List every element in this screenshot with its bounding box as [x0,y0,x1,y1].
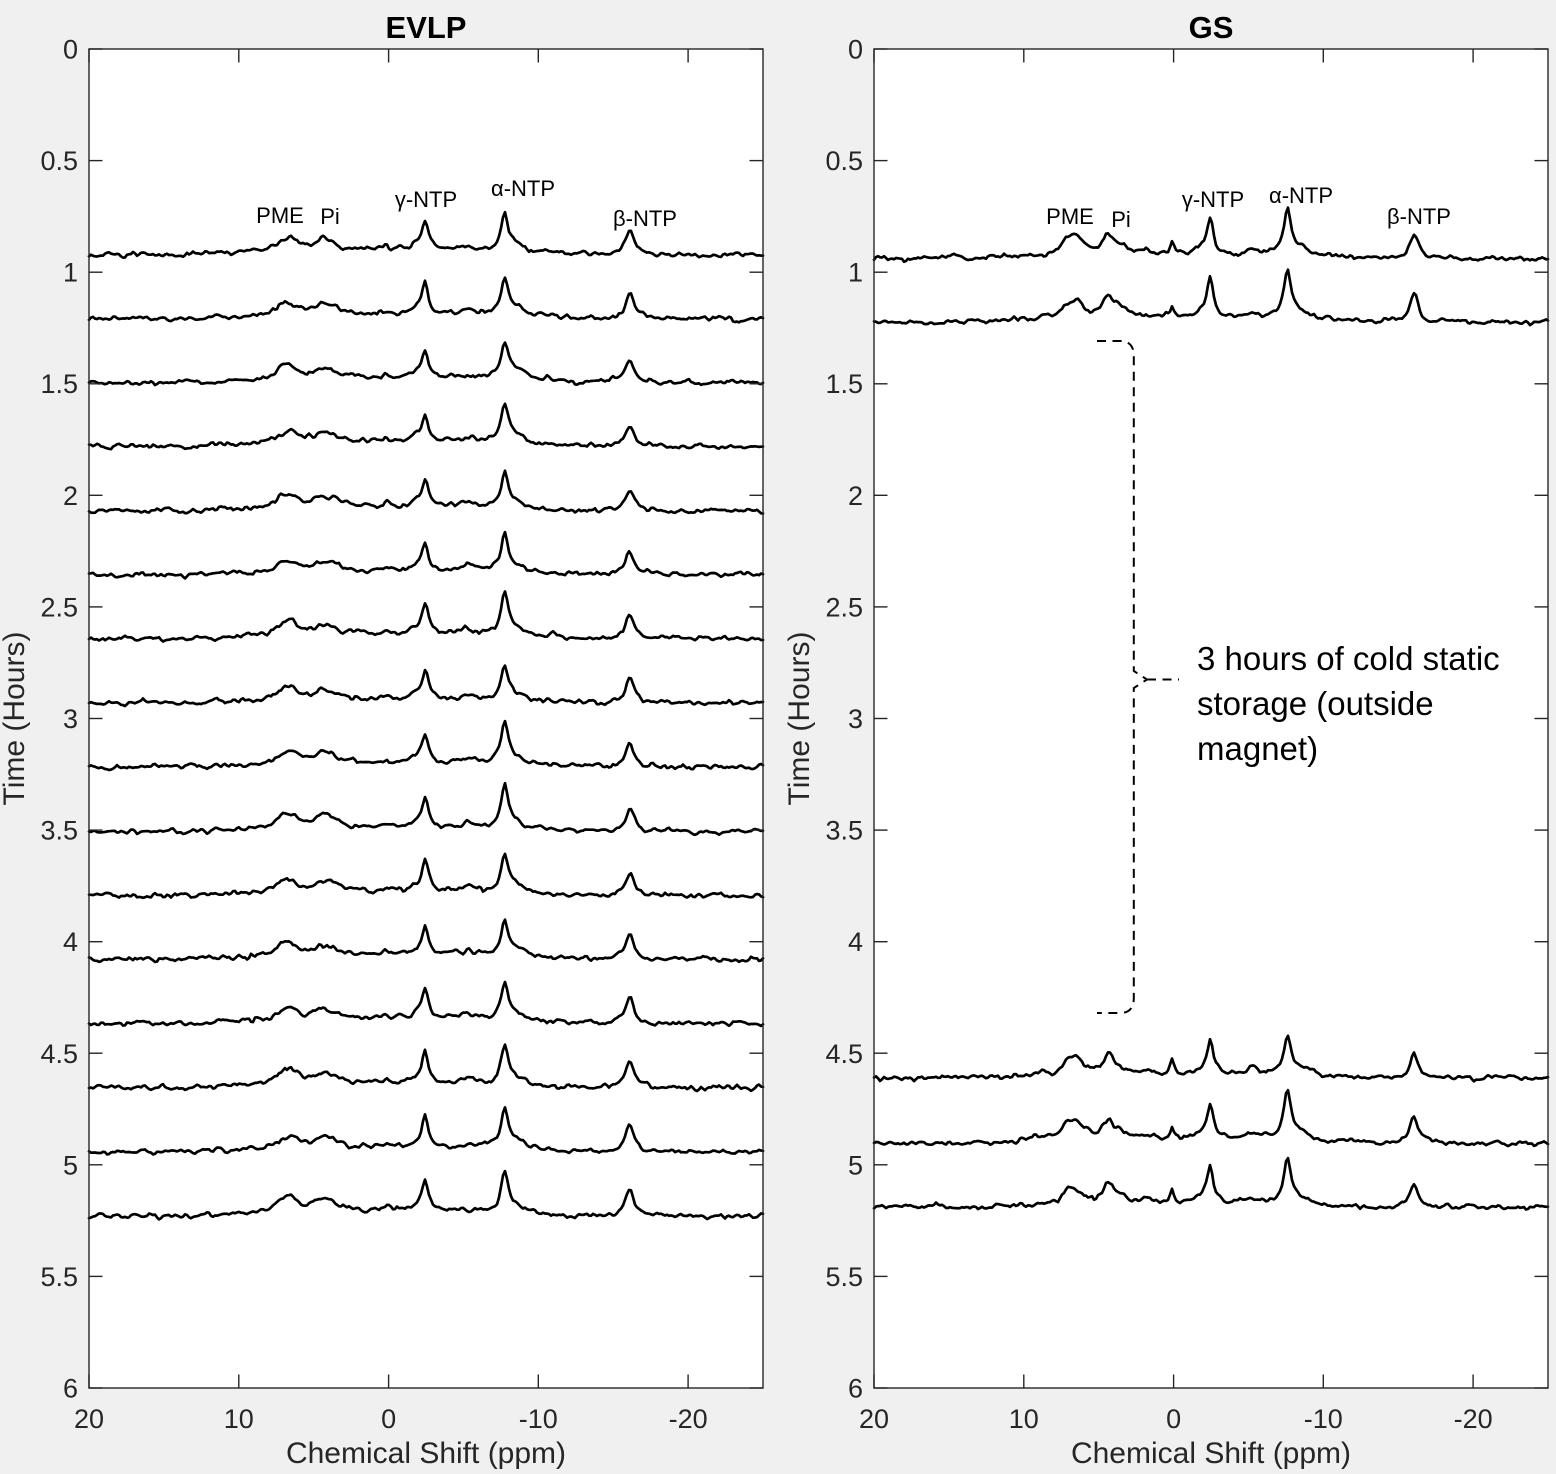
svg-text:1.5: 1.5 [825,369,863,399]
svg-text:6: 6 [848,1374,863,1404]
svg-text:10: 10 [224,1404,254,1434]
svg-text:storage (outside: storage (outside [1197,685,1434,722]
svg-text:6: 6 [63,1374,78,1404]
svg-text:Pi: Pi [1111,207,1131,232]
svg-text:5.5: 5.5 [825,1262,863,1292]
svg-text:3.5: 3.5 [825,816,863,846]
svg-text:0.5: 0.5 [40,146,78,176]
svg-text:β-NTP: β-NTP [613,206,677,231]
svg-text:5: 5 [848,1150,863,1180]
svg-text:1: 1 [848,258,863,288]
svg-text:-10: -10 [519,1404,558,1434]
svg-text:10: 10 [1009,1404,1039,1434]
svg-text:PME: PME [256,203,304,228]
svg-text:2.5: 2.5 [40,592,78,622]
svg-text:4: 4 [848,927,863,957]
svg-text:magnet): magnet) [1197,730,1318,767]
svg-text:Chemical Shift (ppm): Chemical Shift (ppm) [286,1437,566,1470]
svg-text:PME: PME [1046,204,1094,229]
svg-text:0: 0 [848,35,863,65]
svg-text:4.5: 4.5 [825,1039,863,1069]
svg-text:3: 3 [63,704,78,734]
svg-text:3 hours of cold static: 3 hours of cold static [1197,640,1500,677]
svg-text:20: 20 [74,1404,104,1434]
svg-text:α-NTP: α-NTP [1269,183,1333,208]
svg-text:α-NTP: α-NTP [491,176,555,201]
svg-text:Time (Hours): Time (Hours) [783,632,816,806]
svg-text:5: 5 [63,1150,78,1180]
svg-text:-20: -20 [1454,1404,1493,1434]
svg-text:1: 1 [63,258,78,288]
svg-text:Pi: Pi [320,204,340,229]
svg-text:5.5: 5.5 [40,1262,78,1292]
svg-text:2: 2 [63,481,78,511]
svg-text:1.5: 1.5 [40,369,78,399]
svg-text:-20: -20 [669,1404,708,1434]
svg-text:4.5: 4.5 [40,1039,78,1069]
svg-text:3: 3 [848,704,863,734]
svg-text:γ-NTP: γ-NTP [395,187,457,212]
svg-text:-10: -10 [1304,1404,1343,1434]
svg-text:γ-NTP: γ-NTP [1182,187,1244,212]
svg-text:GS: GS [1189,10,1234,45]
svg-text:2: 2 [848,481,863,511]
svg-text:20: 20 [859,1404,889,1434]
svg-text:EVLP: EVLP [386,10,467,45]
svg-text:0.5: 0.5 [825,146,863,176]
svg-text:Chemical Shift (ppm): Chemical Shift (ppm) [1071,1437,1351,1470]
svg-text:2.5: 2.5 [825,592,863,622]
svg-text:β-NTP: β-NTP [1387,204,1451,229]
svg-text:0: 0 [63,35,78,65]
svg-text:0: 0 [381,1404,396,1434]
svg-text:3.5: 3.5 [40,816,78,846]
svg-text:4: 4 [63,927,78,957]
svg-text:0: 0 [1166,1404,1181,1434]
svg-text:Time (Hours): Time (Hours) [0,632,31,806]
